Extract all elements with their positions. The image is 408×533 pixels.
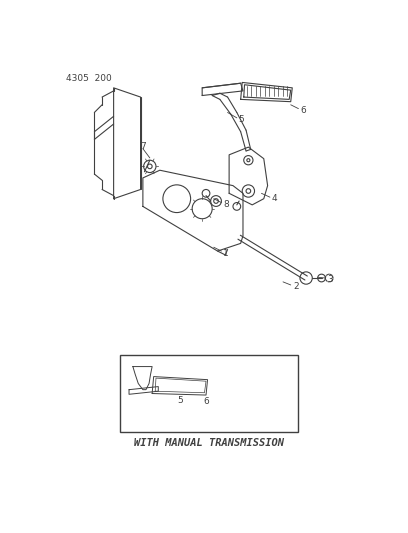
- Text: 7: 7: [140, 142, 146, 151]
- Text: 6: 6: [300, 106, 306, 115]
- Bar: [120, 355, 298, 432]
- Text: 3: 3: [327, 275, 333, 284]
- Text: 8: 8: [223, 199, 229, 208]
- Text: 6: 6: [203, 397, 208, 406]
- Text: 1: 1: [223, 249, 229, 258]
- Text: 5: 5: [177, 396, 183, 405]
- Text: 4305  200: 4305 200: [66, 74, 112, 83]
- Text: 5: 5: [238, 115, 244, 124]
- Text: 4: 4: [271, 194, 277, 203]
- Text: 2: 2: [293, 282, 299, 291]
- Text: WITH MANUAL TRANSMISSION: WITH MANUAL TRANSMISSION: [134, 438, 284, 448]
